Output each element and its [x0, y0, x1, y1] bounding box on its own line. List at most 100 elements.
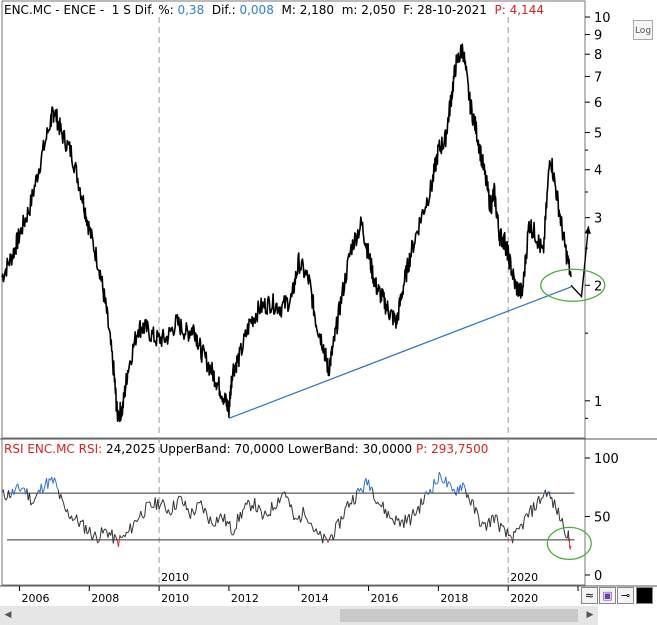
price-y-tick-label: 1 [594, 395, 602, 410]
scroll-right-icon[interactable]: ▶ [586, 610, 594, 620]
rsi-line-segment [163, 503, 167, 510]
rsi-line-segment [235, 513, 239, 529]
rsi-line-segment [271, 502, 274, 511]
dif-pct-label: Dif. %: [134, 3, 174, 17]
rsi-line-segment [259, 507, 262, 512]
rsi-line-segment [512, 531, 515, 544]
rsi-line-segment [269, 502, 273, 516]
rsi-line-segment [248, 502, 252, 512]
rsi-line-segment [372, 488, 375, 499]
price-y-tick-label: 4 [594, 164, 602, 179]
rsi-line-segment [399, 520, 402, 527]
rsi-line-segment [247, 499, 250, 503]
rsi-line-segment [389, 516, 392, 520]
rsi-line-segment [463, 484, 466, 490]
rsi-line-segment [217, 517, 220, 524]
rsi-line-segment [80, 520, 83, 523]
rsi-line-segment [373, 498, 376, 502]
rsi-line-segment [360, 487, 363, 492]
rsi-line-segment [455, 486, 459, 496]
black-square-icon[interactable] [636, 587, 653, 604]
rsi-line-segment [461, 482, 464, 491]
log-scale-button[interactable]: Log [633, 20, 653, 40]
rsi-line-segment [323, 533, 326, 538]
x-tick-label: 2018 [440, 592, 468, 605]
rsi-line-segment [370, 486, 373, 489]
rsi-line-segment [91, 535, 95, 541]
horizontal-scrollbar[interactable]: ◀ ▶ [0, 606, 598, 625]
symbol-label: ENC.MC - ENCE - [4, 3, 105, 17]
min-value: 2,050 [361, 3, 396, 17]
rsi-line-segment [306, 519, 309, 524]
price-y-tick-label: 5 [594, 127, 602, 142]
rsi-line-segment [61, 499, 64, 503]
wave-icon[interactable]: ≈ [581, 587, 598, 604]
rsi-line-segment [243, 502, 246, 509]
rsi-line-segment [290, 504, 294, 513]
rsi-line-segment [368, 479, 371, 491]
rsi-line-segment [362, 481, 366, 493]
price-info-line: ENC.MC - ENCE - 1 S Dif. %: 0,38 Dif.: 0… [4, 3, 544, 17]
rsi-line-segment [496, 515, 499, 524]
rsi-line-segment [499, 523, 502, 533]
rsi-line-segment [523, 514, 527, 519]
scroll-thumb[interactable] [340, 609, 578, 622]
rsi-line-segment [548, 491, 551, 499]
vertical-marker-label: 2010 [161, 571, 189, 584]
x-tick-label: 2006 [21, 592, 49, 605]
rsi-line-segment [124, 532, 127, 537]
rsi-line-segment [73, 518, 76, 520]
rsi-line-segment [433, 478, 436, 485]
rsi-line-segment [184, 500, 188, 511]
rsi-line-segment [276, 497, 279, 507]
rsi-line-segment [449, 482, 452, 486]
rsi-line-segment [170, 512, 173, 516]
rsi-line-segment [85, 525, 88, 534]
rsi-line-segment [86, 532, 89, 535]
scroll-left-icon[interactable]: ◀ [4, 610, 12, 620]
rsi-line-segment [431, 492, 433, 494]
rsi-line-segment [538, 496, 541, 504]
rsi-line-segment [328, 535, 332, 540]
price-label: P: [494, 3, 506, 17]
rsi-line-segment [280, 494, 283, 499]
rsi-line-segment [440, 475, 443, 481]
rsi-line-segment [412, 509, 415, 516]
rsi-line-segment [191, 508, 194, 512]
rsi-y-tick-label: 100 [594, 452, 619, 467]
rsi-line-segment [167, 509, 171, 514]
x-tick-label: 2014 [301, 592, 329, 605]
rsi-line-segment [203, 507, 206, 514]
rsi-symbol: ENC.MC RSI: [27, 442, 103, 456]
rsi-line-segment [342, 517, 345, 520]
rsi-line-segment [279, 497, 282, 504]
highlight-ellipse [540, 268, 606, 302]
pin-arrow-icon[interactable]: ⊸ [617, 587, 634, 604]
dif-value: 0,008 [239, 3, 274, 17]
rsi-info-line: RSI ENC.MC RSI: 24,2025 UpperBand: 70,00… [4, 442, 488, 456]
support-trendline [228, 286, 572, 419]
max-label: M: [281, 3, 296, 17]
rsi-line-segment [136, 519, 139, 523]
x-tick-label: 2008 [91, 592, 119, 605]
rsi-line-segment [453, 488, 456, 493]
rsi-line-segment [462, 482, 465, 486]
rsi-line-segment [142, 515, 146, 519]
rsi-line-segment [476, 510, 479, 517]
rsi-line-segment [29, 492, 32, 506]
rsi-line-segment [303, 513, 307, 518]
rsi-line-segment [175, 500, 178, 510]
rsi-line-segment [200, 500, 203, 507]
save-icon[interactable]: ▣ [599, 587, 616, 604]
rsi-line-segment [557, 507, 561, 521]
upper-band-label: UpperBand: [159, 442, 231, 456]
rsi-line-segment [421, 503, 424, 506]
rsi-line-segment [544, 489, 548, 497]
x-tick-label: 2010 [161, 592, 189, 605]
rsi-line-segment [437, 471, 440, 484]
rsi-line-segment [420, 498, 423, 505]
rsi-line-segment [97, 541, 100, 544]
rsi-line-segment [471, 499, 474, 502]
rsi-line-segment [67, 509, 70, 517]
